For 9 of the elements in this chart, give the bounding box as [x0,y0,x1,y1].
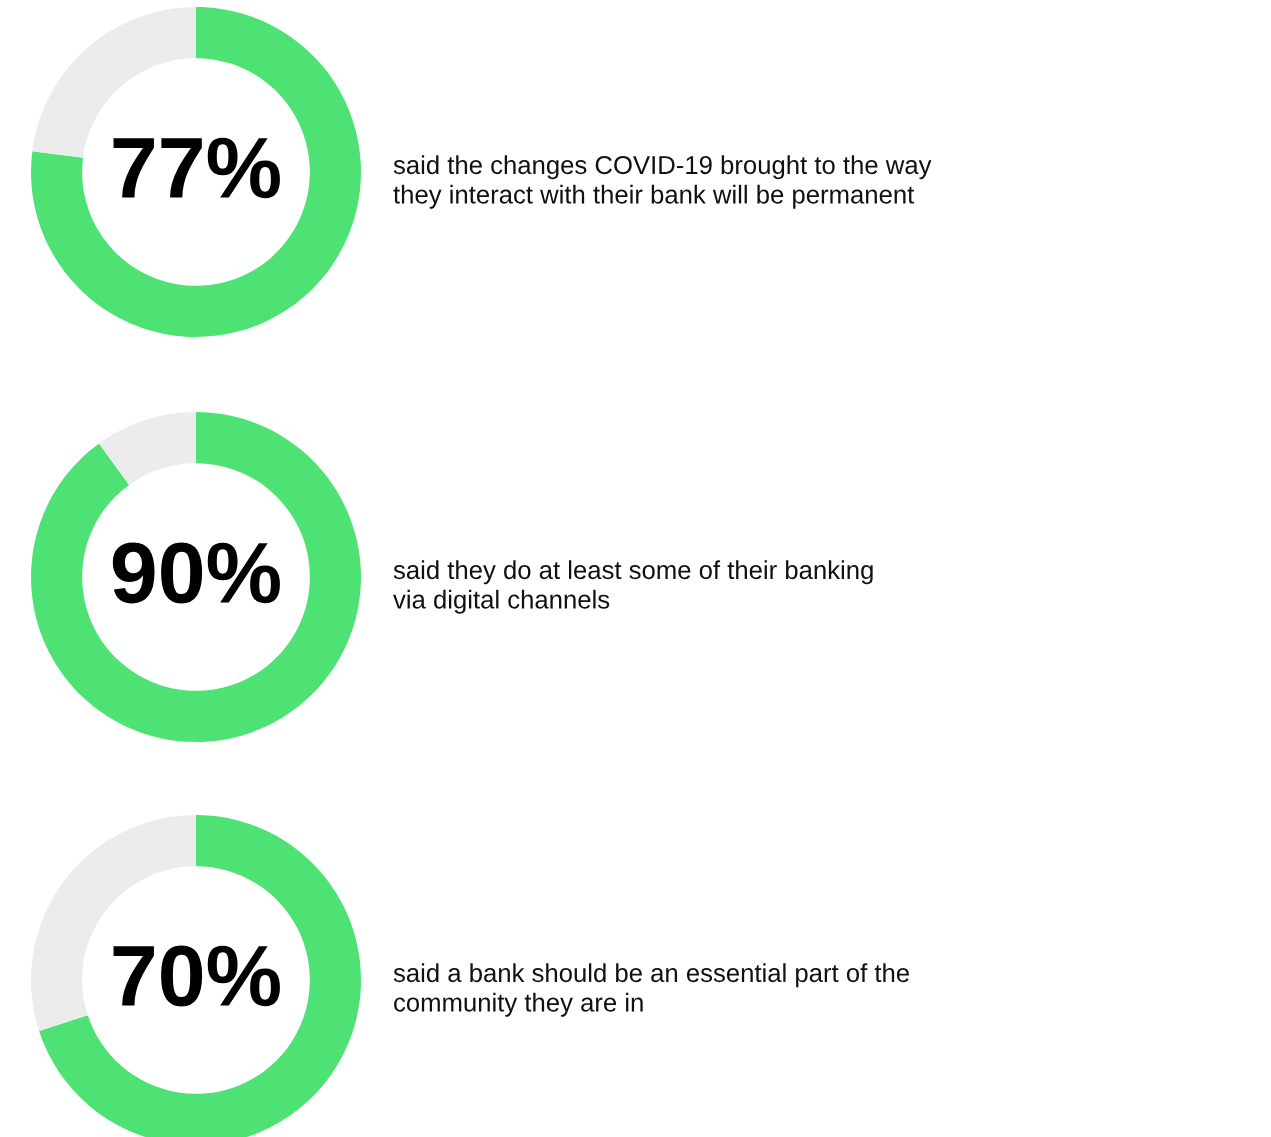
donut-slice [99,412,196,485]
data-label: 90% [112,542,280,604]
text: said a bank should be an essential part of the community they are in [393,963,909,1017]
donut-slice [31,412,361,742]
data-label: 70% [113,945,280,1007]
donut-slice [31,7,361,337]
text: said the changes COVID-19 brought to the way they interact with their bank will be permanent [393,155,932,209]
data-label: 77% [113,137,280,199]
text: said they do at least some of their banking via digital channels [393,560,873,614]
